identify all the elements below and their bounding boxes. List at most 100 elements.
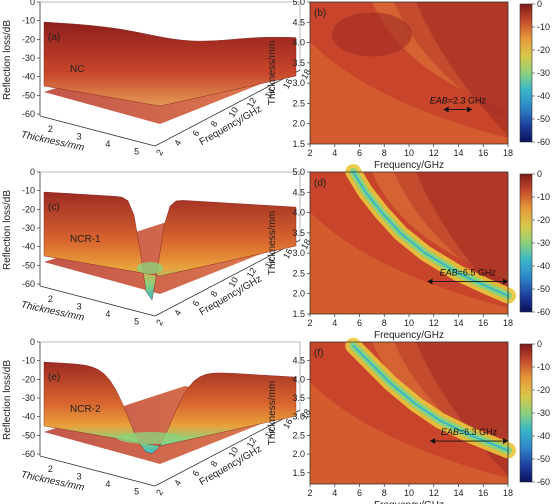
- eab-arrowhead-left: [430, 438, 436, 445]
- x-axis-label: Frequency/GHz: [374, 160, 444, 171]
- x-tick-label: 12: [429, 318, 439, 328]
- max-loss-region: [331, 12, 412, 57]
- x-tick-label: 12: [429, 148, 439, 158]
- colorbar-tick-label: -60: [537, 477, 550, 487]
- thickness-axis-line: [39, 455, 156, 487]
- z-tick-label: -30: [22, 393, 35, 403]
- thickness-tick-label: 3: [77, 131, 82, 141]
- contour-band-lower: [310, 212, 508, 314]
- colorbar-tick-label: -60: [537, 137, 550, 147]
- eab-label-value: =6.3 GHz: [459, 427, 498, 437]
- frequency-tick-label: 2: [154, 488, 165, 497]
- z-tick-label: -40: [22, 242, 35, 252]
- eab-label-italic: EAB: [440, 268, 458, 278]
- z-tick-label: -60: [22, 109, 35, 119]
- y-tick-label: 4.5: [292, 356, 305, 366]
- eab-label: EAB=6.5 GHz: [440, 268, 497, 278]
- frequency-tick-label: 4: [172, 478, 183, 487]
- frequency-tick-label: 6: [190, 129, 201, 138]
- z-axis-label: Reflection loss/dB: [2, 360, 13, 440]
- frequency-tick-label: 18: [299, 407, 313, 421]
- frequency-axis-line: [154, 69, 301, 147]
- colorbar-tick-label: -50: [537, 284, 550, 294]
- z-tick-label: -10: [22, 16, 35, 26]
- surface-plots-column: 0 -10 -20 -30 -40 -50 -60 Reflection loss/dB 2 3 4…: [2, 0, 313, 497]
- x-tick-label: 4: [332, 318, 337, 328]
- frequency-axis-line: [154, 409, 301, 487]
- thickness-tick-label: 2: [48, 294, 53, 304]
- frequency-tick-label: 16: [281, 417, 295, 431]
- thickness-tick-label: 2: [48, 464, 53, 474]
- eab-label-italic: EAB: [430, 96, 448, 106]
- eab-label-value: =2.3 GHz: [448, 96, 487, 106]
- y-tick-label: 2.5: [292, 98, 305, 108]
- z-tick-label: 0: [30, 167, 35, 177]
- colorbar-tick-label: -10: [537, 192, 550, 202]
- colorbar: [519, 173, 533, 313]
- eab-label-italic: EAB: [441, 427, 459, 437]
- x-tick-label: 16: [478, 148, 488, 158]
- frequency-tick-label: 8: [208, 459, 219, 468]
- frequency-tick-label: 2: [154, 148, 165, 157]
- frequency-tick-label: 12: [245, 436, 259, 450]
- sample-label: NCR-2: [70, 404, 101, 415]
- eab-arrowhead-right: [503, 438, 508, 445]
- contour-maps-column: 2 4 6 8 10 12 14 16 18 Frequency/GHz 5.0 4.5 4.0 3.5 3…: [267, 0, 550, 504]
- y-tick-label: 4.0: [292, 374, 305, 384]
- frequency-tick-label: 16: [281, 77, 295, 91]
- y-tick-label: 1.5: [292, 468, 305, 478]
- frequency-tick-label: 14: [263, 256, 277, 270]
- colorbar-tick-label: -60: [537, 307, 550, 317]
- y-tick-label: 3.0: [292, 248, 305, 258]
- panel-label: (d): [314, 178, 326, 189]
- colorbar-tick-label: -20: [537, 45, 550, 55]
- eab-arrowhead-left: [427, 278, 433, 285]
- z-axis-label: Reflection loss/dB: [2, 190, 13, 270]
- x-tick-label: 10: [404, 488, 414, 498]
- panel-label: (b): [314, 8, 326, 19]
- contour-band: [416, 2, 508, 136]
- x-tick-label: 12: [429, 488, 439, 498]
- contour-band: [416, 172, 508, 306]
- thickness-tick-label: 5: [134, 486, 139, 496]
- x-tick-label: 6: [357, 148, 362, 158]
- frequency-tick-label: 12: [245, 96, 259, 110]
- frequency-tick-label: 18: [299, 237, 313, 251]
- colorbar-tick-label: -10: [537, 362, 550, 372]
- x-tick-label: 10: [404, 148, 414, 158]
- thickness-tick-label: 3: [77, 301, 82, 311]
- frequency-tick-label: 16: [281, 247, 295, 261]
- frequency-tick-label: 10: [227, 445, 241, 459]
- eab-arrowhead-right: [467, 106, 473, 113]
- y-tick-label: 4.0: [292, 38, 305, 48]
- frequency-tick-label: 6: [190, 299, 201, 308]
- y-tick-label: 4.0: [292, 208, 305, 218]
- colorbar-tick-label: -50: [537, 454, 550, 464]
- colorbar-tick-label: -10: [537, 22, 550, 32]
- frequency-tick-label: 18: [299, 67, 313, 81]
- z-axis-label: Reflection loss/dB: [2, 20, 13, 100]
- colorbar-tick-label: 0: [537, 339, 542, 349]
- z-tick-label: -20: [22, 374, 35, 384]
- panel-label: (f): [314, 348, 323, 359]
- y-tick-label: 3.5: [292, 393, 305, 403]
- y-tick-label: 4.5: [292, 17, 305, 27]
- frequency-tick-label: 10: [227, 105, 241, 119]
- eab-arrowhead-right: [503, 278, 508, 285]
- y-tick-label: 1.5: [292, 309, 305, 319]
- colorbar-tick-label: -50: [537, 114, 550, 124]
- y-tick-label: 4.5: [292, 187, 305, 197]
- x-tick-label: 18: [503, 318, 513, 328]
- eab-label: EAB=2.3 GHz: [430, 96, 487, 106]
- y-tick-label: 2.5: [292, 430, 305, 440]
- eab-label-value: =6.5 GHz: [458, 268, 497, 278]
- sample-label: NC: [70, 64, 84, 75]
- colorbar: [519, 343, 533, 483]
- z-tick-label: -60: [22, 279, 35, 289]
- frequency-tick-label: 8: [208, 289, 219, 298]
- colorbar-tick-label: -30: [537, 408, 550, 418]
- z-tick-label: -50: [22, 90, 35, 100]
- colorbar-tick-label: -40: [537, 261, 550, 271]
- x-axis-label: Frequency/GHz: [374, 500, 444, 504]
